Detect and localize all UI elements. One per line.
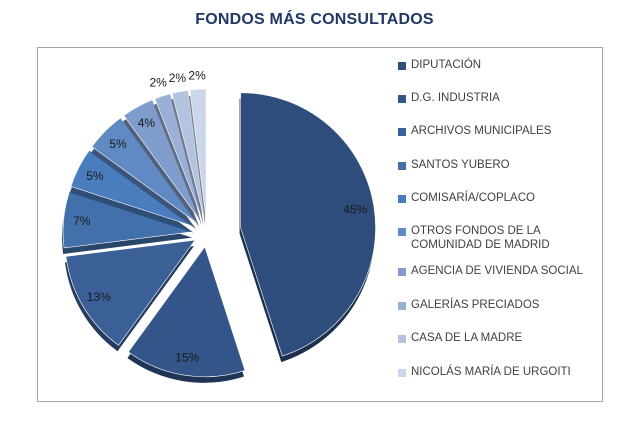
data-label: 13% <box>87 290 111 304</box>
pie-slice <box>127 246 246 378</box>
data-label: 2% <box>188 68 206 82</box>
pie-slice <box>189 88 207 220</box>
legend-swatch <box>398 162 406 170</box>
legend-swatch <box>398 268 406 276</box>
pie-slice <box>62 191 194 249</box>
legend-label: COMISARÍA/COPLACO <box>411 192 535 204</box>
legend-swatch <box>398 195 406 203</box>
pie-slice-edge <box>153 99 202 226</box>
data-label: 45% <box>343 203 367 217</box>
legend-item: AGENCIA DE VIVIENDA SOCIAL <box>398 264 601 278</box>
legend-item: OTROS FONDOS DE LA COMUNIDAD DE MADRID <box>398 224 601 252</box>
legend-item: D.G. INDUSTRIA <box>398 91 601 105</box>
legend-item: CASA DE LA MADRE <box>398 331 601 345</box>
legend-item: GALERÍAS PRECIADOS <box>398 298 601 312</box>
pie-slice <box>65 239 196 346</box>
legend-item: COMISARÍA/COPLACO <box>398 191 601 205</box>
legend-item: NICOLÁS MARÍA DE URGOITI <box>398 365 601 379</box>
pie-slice-edge <box>171 96 204 226</box>
legend-swatch <box>398 95 406 103</box>
legend-label: GALERÍAS PRECIADOS <box>411 299 540 311</box>
legend-swatch <box>398 335 406 343</box>
pie-slice <box>123 99 201 221</box>
legend-label: NICOLÁS MARÍA DE URGOITI <box>411 366 571 378</box>
legend-label: SANTOS YUBERO <box>411 159 510 171</box>
legend-label: CASA DE LA MADRE <box>411 332 523 344</box>
legend-label: AGENCIA DE VIVIENDA SOCIAL <box>411 265 583 277</box>
legend-swatch <box>398 369 406 377</box>
legend-swatch <box>398 302 406 310</box>
data-label: 2% <box>169 71 187 85</box>
data-label: 15% <box>175 350 199 364</box>
data-label: 2% <box>150 76 168 90</box>
pie-slice <box>70 149 195 227</box>
chart-title: FONDOS MÁS CONSULTADOS <box>195 11 434 28</box>
legend-swatch <box>398 128 406 136</box>
legend-item: ARCHIVOS MUNICIPALES <box>398 124 601 138</box>
data-label: 5% <box>86 169 104 183</box>
pie-slice <box>240 92 376 357</box>
legend-item: SANTOS YUBERO <box>398 158 601 172</box>
pie-slice <box>154 93 203 220</box>
legend-swatch <box>398 62 406 70</box>
legend-label: ARCHIVOS MUNICIPALES <box>411 125 552 137</box>
data-label: 5% <box>109 137 127 151</box>
legend-item: DIPUTACIÓN <box>398 58 601 72</box>
legend-label: D.G. INDUSTRIA <box>411 92 500 104</box>
pie-slice <box>91 117 198 224</box>
data-label: 7% <box>73 214 91 228</box>
legend-label: DIPUTACIÓN <box>411 59 482 71</box>
data-label: 4% <box>138 116 156 130</box>
legend-swatch <box>398 228 406 236</box>
legend-label: OTROS FONDOS DE LA COMUNIDAD DE MADRID <box>411 225 550 251</box>
pie-slice <box>171 89 205 220</box>
